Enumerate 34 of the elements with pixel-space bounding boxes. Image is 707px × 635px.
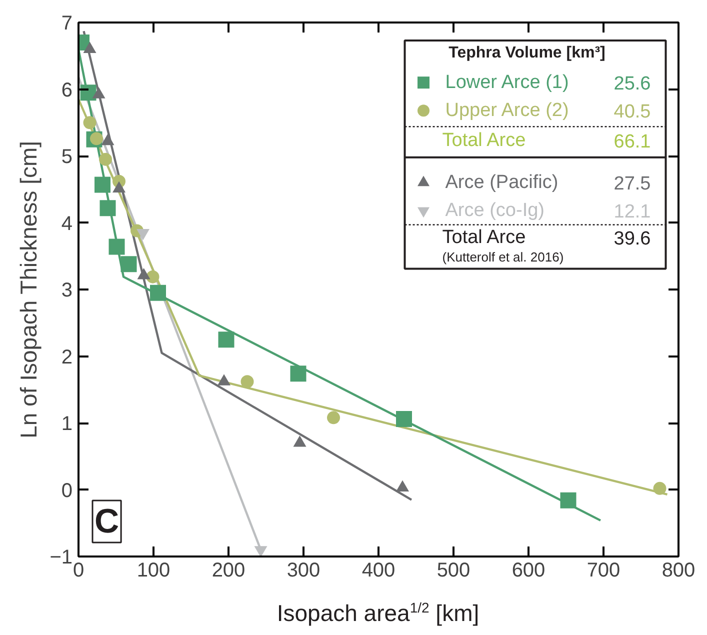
x-tick-label: 600: [512, 560, 546, 582]
annotation: (Kutterolf et al. 2016): [442, 249, 564, 264]
x-tick-label: 400: [362, 560, 396, 582]
y-tick-label: 1: [61, 413, 72, 435]
annotation: C: [94, 502, 120, 540]
y-tick-label: 3: [61, 280, 72, 302]
x-tick-label: 200: [212, 560, 246, 582]
y-tick-label: 6: [61, 79, 72, 102]
legend-label: Lower Arce (1): [445, 72, 569, 94]
annotation: 39.6: [614, 228, 651, 250]
annotation: 27.5: [614, 174, 651, 195]
legend-title: Tephra Volume [km³]: [448, 44, 606, 62]
x-tick-label: 700: [586, 560, 620, 582]
x-tick-label: 300: [286, 560, 320, 582]
annotation: Total Arce: [442, 226, 526, 248]
y-tick-label: −1: [50, 546, 73, 568]
y-tick-label: 5: [61, 146, 72, 168]
legend-label: Arce (co-Ig): [445, 200, 544, 222]
y-tick-label: 2: [61, 346, 72, 368]
x-tick-label: 500: [436, 560, 470, 582]
annotation: 25.6: [614, 74, 651, 95]
annotation: Total Arce: [442, 130, 526, 152]
annotation: 66.1: [614, 132, 651, 153]
legend-label: Arce (Pacific): [445, 172, 558, 194]
y-tick-label: 0: [61, 480, 72, 502]
legend-label: Upper Arce (2): [445, 100, 569, 122]
x-tick-label: 100: [136, 560, 170, 582]
x-tick-label: 800: [662, 560, 696, 582]
annotation: 12.1: [614, 202, 651, 223]
y-tick-label: 7: [61, 12, 72, 34]
x-axis-title: Isopach area$^{1/2}$ [km]: [276, 598, 480, 628]
annotation: 40.5: [614, 102, 651, 123]
y-tick-label: 4: [61, 212, 72, 235]
y-axis-title: Ln of Isopach Thickness [cm]: [16, 140, 42, 438]
